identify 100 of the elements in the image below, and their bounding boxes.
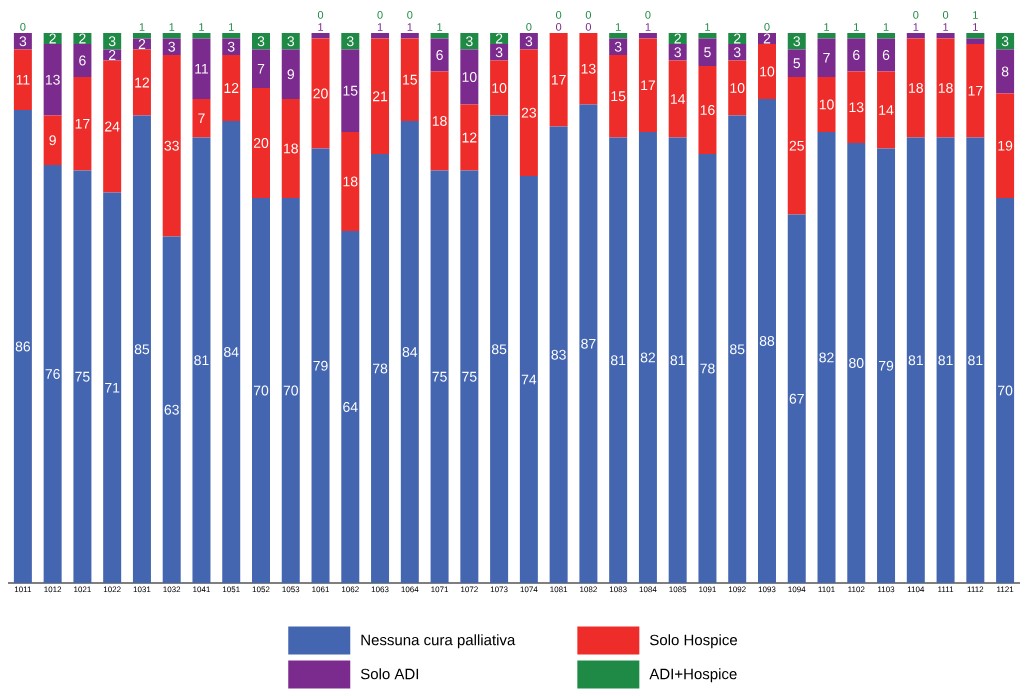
data-label: 14 <box>879 105 894 115</box>
legend-label: ADI+Hospice <box>649 668 737 683</box>
bar <box>192 38 211 99</box>
data-label: 18 <box>909 83 923 93</box>
data-label: 70 <box>253 385 269 396</box>
data-label: 3 <box>674 47 681 58</box>
bar <box>817 38 836 77</box>
data-label: 33 <box>164 140 179 151</box>
bar <box>877 32 896 39</box>
data-label: 2 <box>49 33 56 44</box>
bar <box>906 32 925 39</box>
bar <box>996 32 1015 50</box>
data-label: 0 <box>407 11 413 19</box>
data-label: 14 <box>670 94 686 104</box>
data-label: 82 <box>640 352 656 363</box>
data-label: 74 <box>521 374 537 385</box>
data-label: 15 <box>611 91 626 102</box>
bar <box>817 131 836 583</box>
bar <box>371 153 390 583</box>
data-label: 6 <box>853 50 860 60</box>
bar <box>222 120 241 583</box>
x-tick-label: 1093 <box>758 586 776 593</box>
data-label: 17 <box>641 80 656 91</box>
data-label: 1 <box>615 23 621 31</box>
data-label: 9 <box>287 69 294 80</box>
data-label: 70 <box>998 385 1013 396</box>
data-label: 1 <box>199 23 204 31</box>
bar <box>460 170 479 583</box>
data-label: 15 <box>403 74 418 85</box>
data-label: 8 <box>1001 66 1009 77</box>
data-label: 7 <box>823 52 830 63</box>
x-tick-label: 1052 <box>252 586 270 593</box>
data-label: 81 <box>908 355 923 366</box>
bar <box>192 98 211 138</box>
bar <box>341 49 360 132</box>
x-tick-label: 1104 <box>907 586 925 593</box>
data-label: 78 <box>700 363 715 374</box>
bar <box>13 109 32 583</box>
x-tick-label: 1011 <box>14 586 32 593</box>
bar <box>698 65 717 154</box>
bar <box>906 38 925 138</box>
bar <box>43 43 62 116</box>
data-label: 83 <box>551 349 566 360</box>
data-label: 12 <box>135 77 150 88</box>
bar <box>668 60 687 138</box>
data-label: 6 <box>79 55 86 66</box>
data-label: 7 <box>198 113 205 124</box>
bar <box>490 60 509 116</box>
x-tick-label: 1032 <box>163 586 181 593</box>
data-label: 2 <box>79 33 86 44</box>
bar <box>192 32 211 39</box>
bar <box>430 71 449 171</box>
bar <box>252 197 270 583</box>
data-label: 13 <box>581 63 596 74</box>
data-label: 0 <box>377 11 383 19</box>
bar <box>847 143 866 583</box>
bar <box>698 38 717 66</box>
bar <box>400 38 419 121</box>
x-tick-label: 1021 <box>74 586 91 593</box>
bar <box>966 137 985 583</box>
data-label: 0 <box>556 23 562 31</box>
bar <box>877 71 896 149</box>
data-label: 0 <box>585 11 592 19</box>
bar <box>73 170 92 583</box>
bar <box>549 32 568 127</box>
bar <box>430 38 449 72</box>
data-label: 13 <box>45 74 60 85</box>
data-label: 3 <box>733 47 741 58</box>
bar <box>638 131 657 583</box>
bar <box>638 38 657 132</box>
bar <box>996 49 1015 94</box>
x-tick-label: 1102 <box>848 586 865 593</box>
bar <box>847 38 866 72</box>
bar <box>847 32 866 39</box>
x-tick-label: 1041 <box>193 586 210 593</box>
data-label: 84 <box>224 347 239 357</box>
x-tick-label: 1031 <box>133 586 151 593</box>
data-label: 18 <box>938 83 953 93</box>
data-label: 88 <box>759 336 775 346</box>
data-label: 85 <box>134 344 150 355</box>
data-label: 1 <box>824 23 830 31</box>
x-tick-label: 1072 <box>461 586 478 593</box>
data-label: 1 <box>437 23 443 31</box>
x-tick-label: 1101 <box>818 586 835 593</box>
bar <box>281 98 300 198</box>
bar <box>132 32 151 39</box>
data-label: 18 <box>284 143 298 154</box>
bar <box>73 43 92 77</box>
x-tick-label: 1111 <box>938 586 954 593</box>
legend-label: Nessuna cura palliativa <box>361 634 516 649</box>
data-label: 11 <box>195 63 209 74</box>
bar <box>728 115 747 583</box>
data-label: 84 <box>402 347 418 357</box>
bar <box>460 49 479 105</box>
bar <box>252 87 270 198</box>
data-label: 1 <box>854 23 859 31</box>
data-label: 12 <box>462 132 477 143</box>
bar <box>966 43 985 138</box>
data-label: 82 <box>819 352 834 363</box>
x-tick-label: 1091 <box>699 586 716 593</box>
